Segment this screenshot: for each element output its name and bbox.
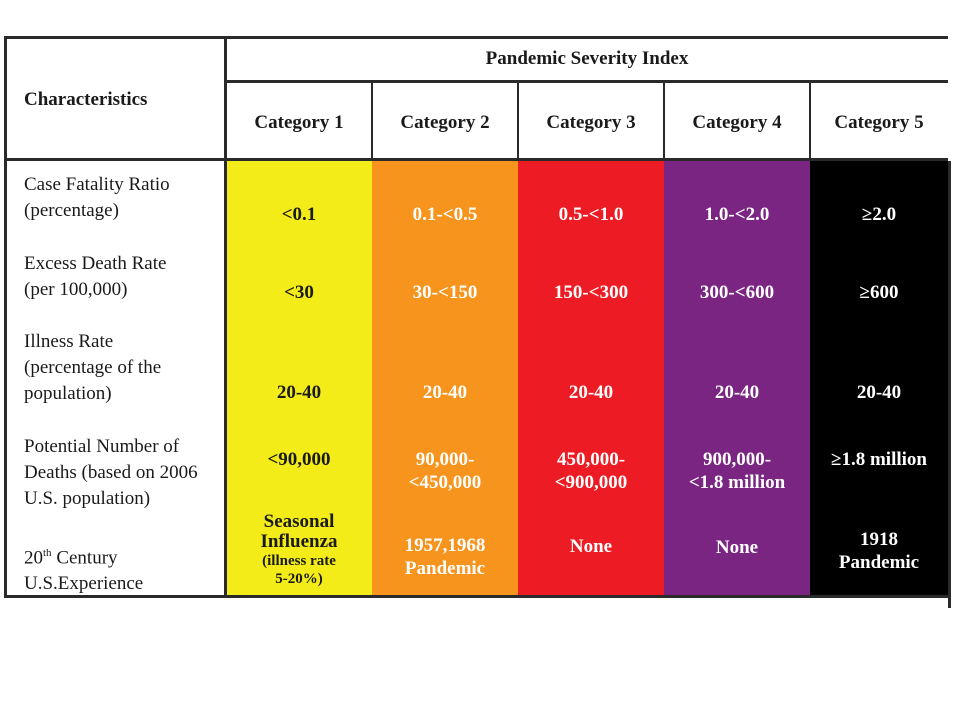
category-1-header: Category 1 bbox=[226, 112, 372, 134]
cell-deaths-cat2: 90,000- <450,000 bbox=[372, 448, 518, 494]
category-2-header: Category 2 bbox=[372, 112, 518, 134]
cell-line: <450,000 bbox=[372, 471, 518, 494]
row-label-line: Excess Death Rate bbox=[24, 251, 166, 277]
cell-cfr-cat2: 0.1-<0.5 bbox=[372, 203, 518, 226]
cell-deaths-cat3: 450,000- <900,000 bbox=[518, 448, 664, 494]
category-4-header: Category 4 bbox=[664, 112, 810, 134]
cell-line: 450,000- bbox=[518, 448, 664, 471]
cell-line: Pandemic bbox=[372, 557, 518, 580]
cell-experience-cat4: None bbox=[664, 536, 810, 559]
category-3-header: Category 3 bbox=[518, 112, 664, 134]
row-label-potential-deaths: Potential Number of Deaths (based on 200… bbox=[24, 434, 198, 512]
cell-ir-cat5: 20-40 bbox=[810, 381, 948, 404]
cell-deaths-cat5: ≥1.8 million bbox=[810, 448, 948, 471]
cell-line: <1.8 million bbox=[664, 471, 810, 494]
cell-ir-cat2: 20-40 bbox=[372, 381, 518, 404]
row-label-line: population) bbox=[24, 381, 161, 407]
cell-line: 5-20%) bbox=[226, 570, 372, 588]
cell-ir-cat4: 20-40 bbox=[664, 381, 810, 404]
cell-edr-cat2: 30-<150 bbox=[372, 281, 518, 304]
cell-edr-cat1: <30 bbox=[226, 281, 372, 304]
cell-line: Pandemic bbox=[810, 551, 948, 574]
cell-cfr-cat3: 0.5-<1.0 bbox=[518, 203, 664, 226]
row-label-line: 20th Century bbox=[24, 540, 143, 571]
row-label-line: Deaths (based on 2006 bbox=[24, 460, 198, 486]
cell-edr-cat3: 150-<300 bbox=[518, 281, 664, 304]
index-title: Pandemic Severity Index bbox=[226, 48, 948, 70]
cell-experience-cat2: 1957,1968 Pandemic bbox=[372, 534, 518, 580]
row-label-century-experience: 20th Century U.S.Experience bbox=[24, 540, 143, 597]
cell-line: ≥1.8 million bbox=[810, 448, 948, 471]
cell-cfr-cat4: 1.0-<2.0 bbox=[664, 203, 810, 226]
row-label-line: Case Fatality Ratio bbox=[24, 172, 170, 198]
row-label-line: (per 100,000) bbox=[24, 277, 166, 303]
row-label-line: Potential Number of bbox=[24, 434, 198, 460]
cell-line: (illness rate bbox=[226, 552, 372, 570]
cell-edr-cat5: ≥600 bbox=[810, 281, 948, 304]
cell-line: Influenza bbox=[226, 532, 372, 552]
category-5-header: Category 5 bbox=[810, 112, 948, 134]
characteristics-header: Characteristics bbox=[24, 89, 147, 111]
row-label-line: (percentage of the bbox=[24, 355, 161, 381]
row-label-line: U.S.Experience bbox=[24, 571, 143, 597]
cell-line: Seasonal bbox=[226, 512, 372, 532]
cell-edr-cat4: 300-<600 bbox=[664, 281, 810, 304]
divider bbox=[224, 80, 948, 83]
cell-line: 90,000- bbox=[372, 448, 518, 471]
cell-ir-cat1: 20-40 bbox=[226, 381, 372, 404]
row-label-line: Illness Rate bbox=[24, 329, 161, 355]
row-label-case-fatality: Case Fatality Ratio (percentage) bbox=[24, 172, 170, 224]
cell-deaths-cat1: <90,000 bbox=[226, 448, 372, 471]
cell-line: 1957,1968 bbox=[372, 534, 518, 557]
cell-ir-cat3: 20-40 bbox=[518, 381, 664, 404]
pandemic-severity-table: Characteristics Pandemic Severity Index … bbox=[4, 36, 952, 601]
cell-experience-cat5: 1918 Pandemic bbox=[810, 528, 948, 574]
cell-cfr-cat1: <0.1 bbox=[226, 203, 372, 226]
row-label-illness-rate: Illness Rate (percentage of the populati… bbox=[24, 329, 161, 407]
cell-cfr-cat5: ≥2.0 bbox=[810, 203, 948, 226]
row-label-line: (percentage) bbox=[24, 198, 170, 224]
cell-experience-cat3: None bbox=[518, 535, 664, 558]
cell-line: 900,000- bbox=[664, 448, 810, 471]
divider bbox=[4, 158, 948, 161]
cell-line: <900,000 bbox=[518, 471, 664, 494]
cell-experience-cat1: Seasonal Influenza (illness rate 5-20%) bbox=[226, 512, 372, 588]
divider bbox=[948, 161, 951, 608]
cell-deaths-cat4: 900,000- <1.8 million bbox=[664, 448, 810, 494]
cell-line: <90,000 bbox=[226, 448, 372, 471]
cell-line: 1918 bbox=[810, 528, 948, 551]
row-label-excess-death: Excess Death Rate (per 100,000) bbox=[24, 251, 166, 303]
row-label-line: U.S. population) bbox=[24, 486, 198, 512]
